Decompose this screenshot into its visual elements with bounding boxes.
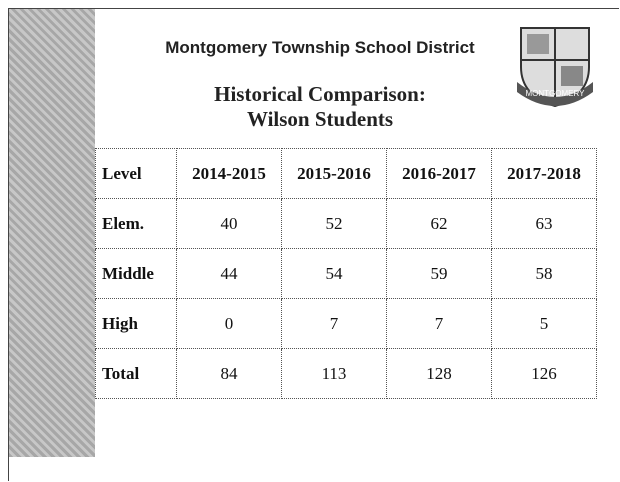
cell: 2017-2018 <box>491 148 597 199</box>
cell: 62 <box>386 198 492 249</box>
cell: 7 <box>281 298 387 349</box>
table-row: Middle 44 54 59 58 <box>95 248 597 299</box>
cell: 58 <box>491 248 597 299</box>
cell: 7 <box>386 298 492 349</box>
slide-frame <box>8 8 619 481</box>
row-label: Level <box>95 148 177 199</box>
row-label: Middle <box>95 248 177 299</box>
row-label: High <box>95 298 177 349</box>
decorative-strip <box>9 9 95 457</box>
cell: 5 <box>491 298 597 349</box>
crest-label: MONTGOMERY <box>526 89 586 98</box>
heading-line: Wilson Students <box>246 107 394 131</box>
crest: MONTGOMERY <box>517 27 593 108</box>
cell: 126 <box>491 348 597 399</box>
cell: 40 <box>176 198 282 249</box>
cell: 44 <box>176 248 282 299</box>
header-row: Level 2014-2015 2015-2016 2016-2017 2017-201… <box>95 148 597 199</box>
district-title: Montgomery Township School District <box>165 38 475 57</box>
cell: 2015-2016 <box>281 148 387 199</box>
cell: 128 <box>386 348 492 399</box>
comparison-table: Level 2014-2015 2015-2016 2016-2017 2017-201… <box>95 148 597 399</box>
cell: 54 <box>281 248 387 299</box>
cell: 113 <box>281 348 387 399</box>
cell: 52 <box>281 198 387 249</box>
cell: 2016-2017 <box>386 148 492 199</box>
row-label: Elem. <box>95 198 177 249</box>
cell: 84 <box>176 348 282 399</box>
cell: 2014-2015 <box>176 148 282 199</box>
row-label: Total <box>95 348 177 399</box>
table-row: High 0 7 7 5 <box>95 298 597 349</box>
heading-line: Historical Comparison: <box>214 82 426 106</box>
cell: 63 <box>491 198 597 249</box>
table-row: Total 84 113 128 126 <box>95 348 597 399</box>
cell: 59 <box>386 248 492 299</box>
cell: 0 <box>176 298 282 349</box>
table-row: Elem. 40 52 62 63 <box>95 198 597 249</box>
